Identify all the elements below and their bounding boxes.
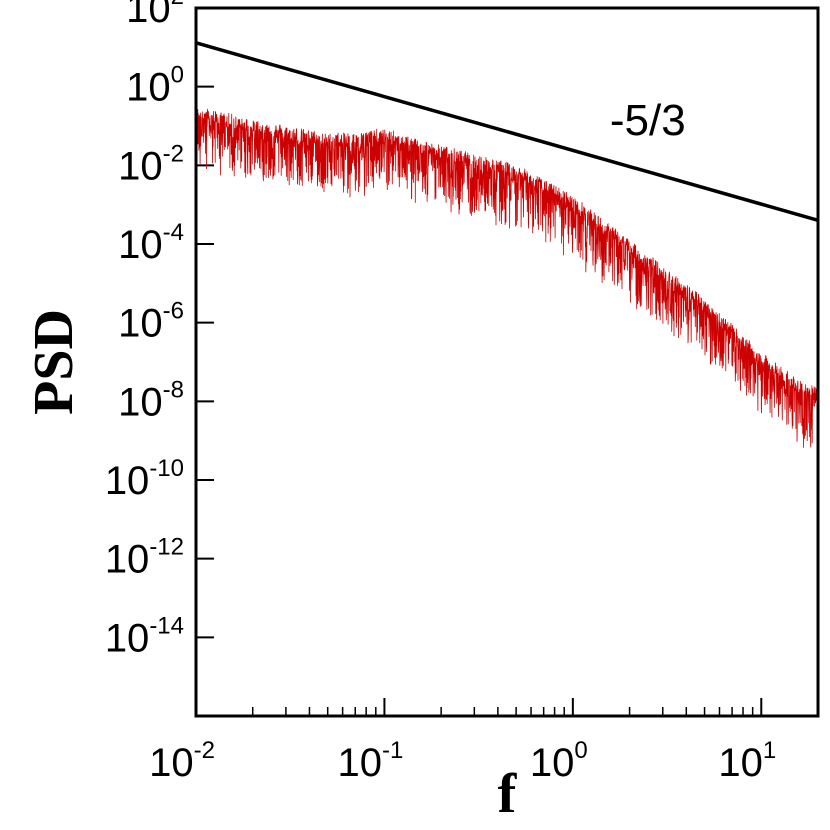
y-major-ticks xyxy=(196,7,214,639)
y-tick-label: 10-14 xyxy=(105,612,184,660)
x-tick-label: 10-2 xyxy=(149,737,215,785)
y-tick-label: 10-4 xyxy=(118,219,184,267)
x-axis-title: f xyxy=(498,763,518,825)
y-tick-label: 10-2 xyxy=(118,140,184,188)
x-tick-label: 10-1 xyxy=(338,737,404,785)
annotations: -5/3 xyxy=(610,96,686,145)
slope-annotation: -5/3 xyxy=(610,96,686,145)
series-layer xyxy=(196,41,818,453)
y-axis-title: PSD xyxy=(23,309,85,415)
x-tick-label: 100 xyxy=(530,737,588,785)
psd-spectrum-line xyxy=(196,107,818,453)
y-tick-label: 102 xyxy=(126,0,184,31)
y-tick-label: 10-8 xyxy=(118,376,184,424)
y-tick-label: 10-12 xyxy=(105,534,184,582)
x-tick-label: 101 xyxy=(718,737,776,785)
y-tick-label: 100 xyxy=(126,62,184,110)
y-tick-label: 10-10 xyxy=(105,455,184,503)
x-major-ticks xyxy=(195,698,763,716)
plot-frame xyxy=(194,6,820,718)
x-tick-labels: 10-2 10-1 100 101 xyxy=(149,737,776,785)
y-tick-label: 10-6 xyxy=(118,298,184,346)
slope-reference-line xyxy=(196,41,818,223)
y-tick-labels: 102 100 10-2 10-4 10-6 10-8 10-10 10-12 10-14 xyxy=(105,0,184,660)
